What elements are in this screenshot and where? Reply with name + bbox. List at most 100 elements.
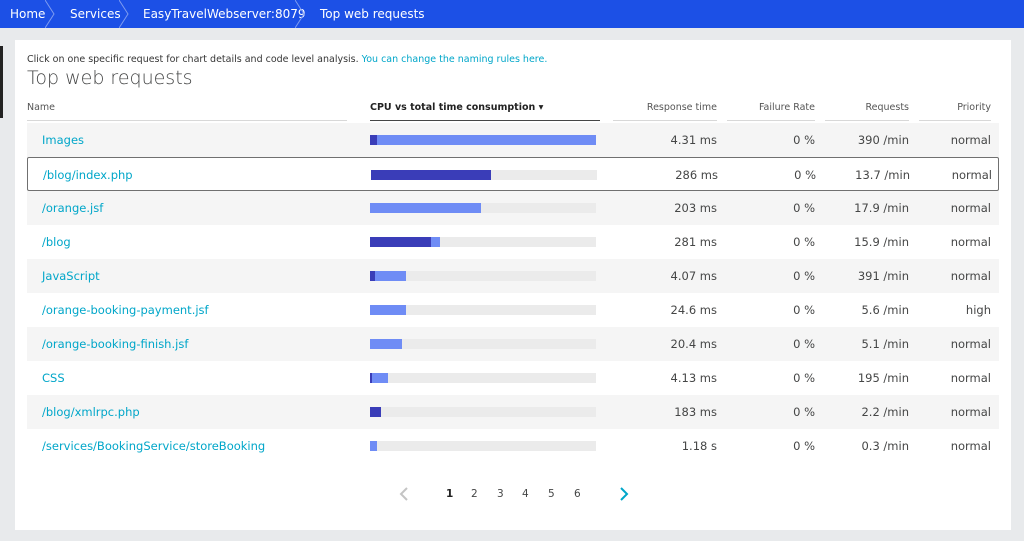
- response-time-cell: 1.18 s: [681, 439, 717, 453]
- breadcrumb-service[interactable]: EasyTravelWebserver:8079: [129, 0, 305, 28]
- request-name-link[interactable]: /orange-booking-finish.jsf: [42, 337, 189, 351]
- priority-cell: normal: [950, 337, 991, 351]
- chevron-right-icon[interactable]: [618, 486, 630, 502]
- request-name-link[interactable]: CSS: [42, 371, 65, 385]
- request-name-link[interactable]: /orange-booking-payment.jsf: [42, 303, 209, 317]
- request-name-link[interactable]: /blog/xmlrpc.php: [42, 405, 140, 419]
- column-header-name[interactable]: Name: [27, 102, 347, 121]
- failure-rate-cell: 0 %: [793, 439, 815, 453]
- table-row[interactable]: JavaScript 4.07 ms 0 % 391 /min normal: [27, 259, 999, 293]
- failure-rate-cell: 0 %: [793, 133, 815, 147]
- table-row[interactable]: /orange-booking-payment.jsf 24.6 ms 0 % 5.6…: [27, 293, 999, 327]
- requests-cell: 391 /min: [857, 269, 909, 283]
- requests-cell: 5.6 /min: [861, 303, 909, 317]
- table-row[interactable]: /blog/xmlrpc.php 183 ms 0 % 2.2 /min normal: [27, 395, 999, 429]
- total-time-bar: [370, 339, 402, 349]
- column-header-priority[interactable]: Priority: [919, 102, 991, 121]
- naming-rules-link[interactable]: You can change the naming rules here.: [361, 54, 548, 65]
- chevron-right-icon: [295, 0, 305, 28]
- total-time-bar: [370, 305, 406, 315]
- column-header-requests[interactable]: Requests: [825, 102, 909, 121]
- table-row[interactable]: Images 4.31 ms 0 % 390 /min normal: [27, 123, 999, 157]
- response-time-cell: 24.6 ms: [670, 303, 717, 317]
- page-3[interactable]: 3: [497, 488, 504, 500]
- priority-cell: high: [965, 303, 991, 317]
- requests-cell: 13.7 /min: [855, 168, 910, 182]
- requests-cell: 5.1 /min: [861, 337, 909, 351]
- requests-cell: 17.9 /min: [854, 201, 909, 215]
- priority-cell: normal: [950, 439, 991, 453]
- response-time-cell: 4.07 ms: [670, 269, 717, 283]
- cpu-time-bar: [370, 373, 372, 383]
- failure-rate-cell: 0 %: [793, 235, 815, 249]
- response-time-cell: 286 ms: [675, 168, 718, 182]
- priority-cell: normal: [950, 133, 991, 147]
- failure-rate-cell: 0 %: [793, 303, 815, 317]
- failure-rate-cell: 0 %: [793, 371, 815, 385]
- chevron-left-icon[interactable]: [398, 486, 410, 502]
- request-name-link[interactable]: Images: [42, 133, 85, 147]
- breadcrumb: Home Services EasyTravelWebserver:8079 T…: [0, 0, 1024, 28]
- cpu-time-bar: [370, 407, 381, 417]
- chevron-right-icon: [45, 0, 55, 28]
- failure-rate-cell: 0 %: [793, 269, 815, 283]
- total-time-bar: [370, 203, 481, 213]
- response-time-cell: 183 ms: [674, 405, 717, 419]
- time-consumption-bar: [370, 203, 596, 213]
- total-time-bar: [370, 441, 377, 451]
- failure-rate-cell: 0 %: [793, 201, 815, 215]
- request-name-link[interactable]: /services/BookingService/storeBooking: [42, 439, 266, 453]
- priority-cell: normal: [950, 235, 991, 249]
- table-row[interactable]: /blog 281 ms 0 % 15.9 /min normal: [27, 225, 999, 259]
- failure-rate-cell: 0 %: [793, 337, 815, 351]
- breadcrumb-services-label: Services: [70, 7, 121, 21]
- requests-cell: 2.2 /min: [861, 405, 909, 419]
- failure-rate-cell: 0 %: [793, 405, 815, 419]
- breadcrumb-services[interactable]: Services: [55, 0, 129, 28]
- column-header-response-time[interactable]: Response time: [613, 102, 717, 121]
- page-5[interactable]: 5: [548, 488, 555, 500]
- priority-cell: normal: [950, 269, 991, 283]
- page-1[interactable]: 1: [446, 488, 454, 500]
- requests-cell: 195 /min: [857, 371, 909, 385]
- total-time-bar: [370, 271, 406, 281]
- response-time-cell: 4.31 ms: [670, 133, 717, 147]
- time-consumption-bar: [370, 373, 596, 383]
- cpu-time-bar: [371, 170, 491, 180]
- main-panel: Click on one specific request for chart …: [15, 40, 1011, 530]
- time-consumption-bar: [370, 305, 596, 315]
- hint-text: Click on one specific request for chart …: [27, 54, 547, 65]
- response-time-cell: 203 ms: [674, 201, 717, 215]
- request-name-link[interactable]: /orange.jsf: [42, 201, 104, 215]
- priority-cell: normal: [950, 201, 991, 215]
- page-6[interactable]: 6: [574, 488, 581, 500]
- column-header-cpu[interactable]: CPU vs total time consumption ▾: [370, 102, 600, 121]
- request-name-link[interactable]: /blog/index.php: [43, 168, 133, 182]
- breadcrumb-service-label: EasyTravelWebserver:8079: [143, 7, 306, 21]
- time-consumption-bar: [370, 271, 596, 281]
- column-header-failure-rate[interactable]: Failure Rate: [727, 102, 815, 121]
- total-time-bar: [370, 135, 596, 145]
- time-consumption-bar: [370, 407, 596, 417]
- breadcrumb-current-label: Top web requests: [320, 7, 425, 21]
- priority-cell: normal: [950, 371, 991, 385]
- breadcrumb-current: Top web requests: [305, 0, 425, 28]
- cpu-time-bar: [370, 237, 431, 247]
- breadcrumb-home[interactable]: Home: [0, 0, 55, 28]
- time-consumption-bar: [370, 339, 596, 349]
- time-consumption-bar: [370, 135, 596, 145]
- time-consumption-bar: [371, 170, 597, 180]
- failure-rate-cell: 0 %: [794, 168, 816, 182]
- request-name-link[interactable]: JavaScript: [42, 269, 100, 283]
- page-4[interactable]: 4: [522, 488, 529, 500]
- table-row[interactable]: /blog/index.php 286 ms 0 % 13.7 /min normal: [27, 157, 999, 191]
- table-row[interactable]: /orange.jsf 203 ms 0 % 17.9 /min normal: [27, 191, 999, 225]
- table-row[interactable]: /services/BookingService/storeBooking 1.1…: [27, 429, 999, 463]
- page-2[interactable]: 2: [471, 488, 478, 500]
- page-title: Top web requests: [27, 67, 193, 89]
- chevron-right-icon: [119, 0, 129, 28]
- table-row[interactable]: CSS 4.13 ms 0 % 195 /min normal: [27, 361, 999, 395]
- cpu-time-bar: [370, 271, 375, 281]
- table-row[interactable]: /orange-booking-finish.jsf 20.4 ms 0 % 5.1 …: [27, 327, 999, 361]
- request-name-link[interactable]: /blog: [42, 235, 71, 249]
